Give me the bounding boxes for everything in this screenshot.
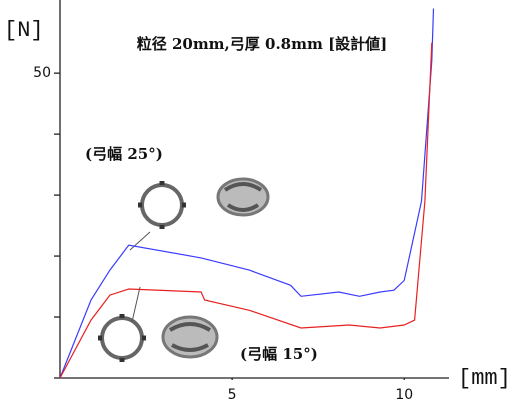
chart-title: 粒径 20mm,弓厚 0.8mm [設計値] [137,35,388,53]
chart: [N] [mm] 粒径 20mm,弓厚 0.8mm [設計値] 50 5 10 (弓幅… [0,0,509,405]
series-label: (弓幅 15°) [240,345,318,363]
y-axis-label: [N] [4,18,44,43]
y-tick-label: 50 [33,65,51,81]
x-tick-label: 5 [228,387,237,403]
x-axis-label: [mm] [458,366,509,391]
x-tick-label: 10 [395,387,413,403]
ring-icons [98,179,268,362]
series-label: (弓幅 25°) [85,145,163,163]
